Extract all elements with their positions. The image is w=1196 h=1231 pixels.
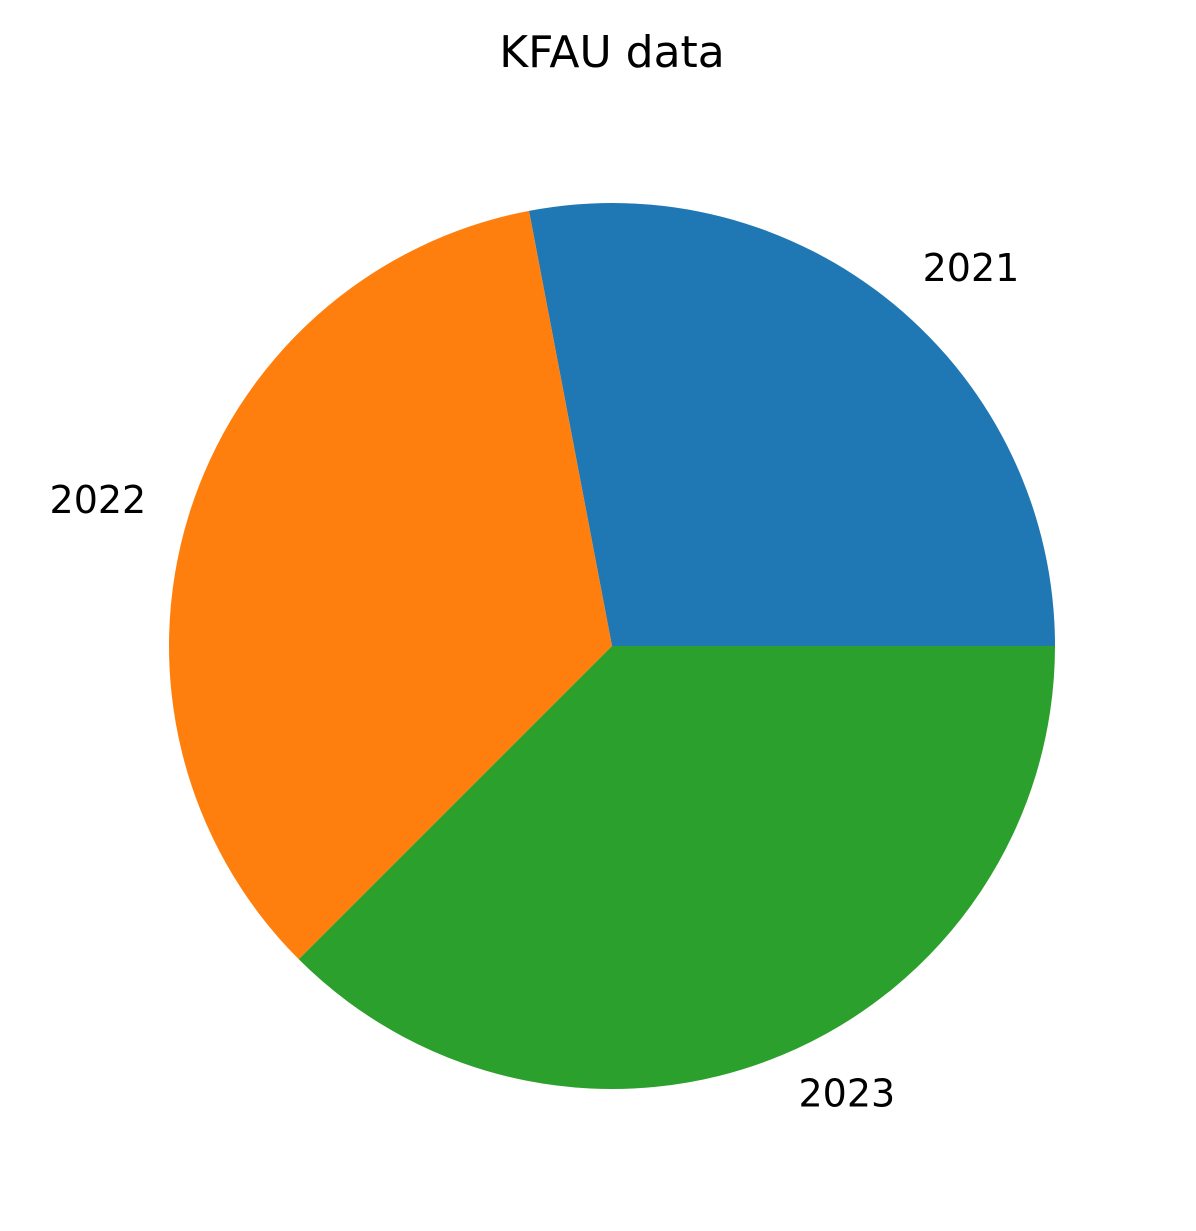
slice-label-2022: 2022	[50, 478, 147, 522]
slice-label-2021: 2021	[923, 246, 1020, 290]
pie-labels: 2021 2022 2023	[50, 246, 1020, 1116]
pie-slice-2021	[528, 202, 1055, 646]
pie-slice-2022	[168, 210, 613, 960]
chart-title: KFAU data	[499, 27, 725, 78]
pie-slice-2023	[298, 646, 1055, 1089]
pie-slices	[168, 202, 1055, 1089]
slice-label-2023: 2023	[798, 1072, 895, 1116]
